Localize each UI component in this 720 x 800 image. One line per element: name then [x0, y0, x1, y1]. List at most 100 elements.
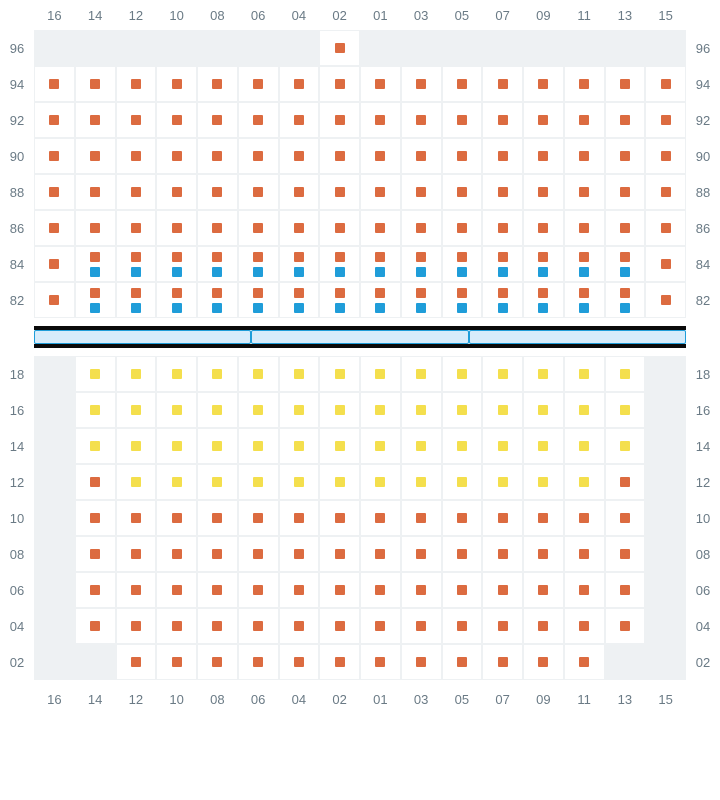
- seat-cell[interactable]: [482, 356, 523, 392]
- seat-cell[interactable]: [279, 174, 320, 210]
- seat-cell[interactable]: [75, 608, 116, 644]
- seat-cell[interactable]: [605, 356, 646, 392]
- seat-cell[interactable]: [605, 464, 646, 500]
- seat-cell[interactable]: [279, 210, 320, 246]
- seat-cell[interactable]: [360, 282, 401, 318]
- seat-cell[interactable]: [156, 608, 197, 644]
- seat-cell[interactable]: [564, 282, 605, 318]
- seat-cell[interactable]: [238, 392, 279, 428]
- seat-cell[interactable]: [564, 392, 605, 428]
- seat-cell[interactable]: [116, 282, 157, 318]
- seat-cell[interactable]: [564, 572, 605, 608]
- seat-cell[interactable]: [442, 138, 483, 174]
- seat-cell[interactable]: [238, 428, 279, 464]
- seat-cell[interactable]: [401, 644, 442, 680]
- seat-cell[interactable]: [564, 428, 605, 464]
- seat-cell[interactable]: [482, 500, 523, 536]
- seat-cell[interactable]: [34, 246, 75, 282]
- seat-cell[interactable]: [75, 138, 116, 174]
- seat-cell[interactable]: [482, 644, 523, 680]
- seat-cell[interactable]: [238, 572, 279, 608]
- seat-cell[interactable]: [360, 102, 401, 138]
- seat-cell[interactable]: [279, 572, 320, 608]
- seat-cell[interactable]: [75, 66, 116, 102]
- seat-cell[interactable]: [645, 282, 686, 318]
- seat-cell[interactable]: [523, 102, 564, 138]
- seat-cell[interactable]: [605, 536, 646, 572]
- seat-cell[interactable]: [34, 102, 75, 138]
- seat-cell[interactable]: [401, 102, 442, 138]
- seat-cell[interactable]: [360, 392, 401, 428]
- seat-cell[interactable]: [156, 174, 197, 210]
- seat-cell[interactable]: [401, 464, 442, 500]
- seat-cell[interactable]: [75, 246, 116, 282]
- seat-cell[interactable]: [75, 392, 116, 428]
- seat-cell[interactable]: [197, 282, 238, 318]
- seat-cell[interactable]: [156, 428, 197, 464]
- seat-cell[interactable]: [75, 102, 116, 138]
- seat-cell[interactable]: [116, 392, 157, 428]
- seat-cell[interactable]: [564, 102, 605, 138]
- seat-cell[interactable]: [605, 138, 646, 174]
- seat-cell[interactable]: [482, 66, 523, 102]
- seat-cell[interactable]: [523, 66, 564, 102]
- seat-cell[interactable]: [116, 66, 157, 102]
- seat-cell[interactable]: [523, 138, 564, 174]
- seat-cell[interactable]: [564, 464, 605, 500]
- seat-cell[interactable]: [238, 356, 279, 392]
- seat-cell[interactable]: [360, 500, 401, 536]
- seat-cell[interactable]: [645, 66, 686, 102]
- seat-cell[interactable]: [197, 174, 238, 210]
- seat-cell[interactable]: [605, 174, 646, 210]
- seat-cell[interactable]: [360, 644, 401, 680]
- seat-cell[interactable]: [401, 536, 442, 572]
- seat-cell[interactable]: [319, 644, 360, 680]
- seat-cell[interactable]: [482, 428, 523, 464]
- seat-cell[interactable]: [401, 210, 442, 246]
- seat-cell[interactable]: [482, 102, 523, 138]
- seat-cell[interactable]: [279, 428, 320, 464]
- seat-cell[interactable]: [279, 392, 320, 428]
- seat-cell[interactable]: [360, 464, 401, 500]
- seat-cell[interactable]: [116, 572, 157, 608]
- seat-cell[interactable]: [319, 464, 360, 500]
- seat-cell[interactable]: [360, 174, 401, 210]
- seat-cell[interactable]: [605, 572, 646, 608]
- seat-cell[interactable]: [156, 66, 197, 102]
- seat-cell[interactable]: [523, 392, 564, 428]
- seat-cell[interactable]: [442, 246, 483, 282]
- seat-cell[interactable]: [156, 572, 197, 608]
- seat-cell[interactable]: [279, 500, 320, 536]
- seat-cell[interactable]: [34, 174, 75, 210]
- seat-cell[interactable]: [156, 356, 197, 392]
- seat-cell[interactable]: [238, 536, 279, 572]
- seat-cell[interactable]: [564, 536, 605, 572]
- seat-cell[interactable]: [482, 392, 523, 428]
- seat-cell[interactable]: [197, 572, 238, 608]
- seat-cell[interactable]: [401, 246, 442, 282]
- seat-cell[interactable]: [238, 246, 279, 282]
- seat-cell[interactable]: [482, 282, 523, 318]
- seat-cell[interactable]: [75, 282, 116, 318]
- seat-cell[interactable]: [605, 210, 646, 246]
- seat-cell[interactable]: [197, 138, 238, 174]
- seat-cell[interactable]: [564, 500, 605, 536]
- seat-cell[interactable]: [442, 464, 483, 500]
- seat-cell[interactable]: [156, 536, 197, 572]
- seat-cell[interactable]: [116, 138, 157, 174]
- seat-cell[interactable]: [279, 608, 320, 644]
- seat-cell[interactable]: [197, 608, 238, 644]
- seat-cell[interactable]: [523, 644, 564, 680]
- seat-cell[interactable]: [523, 464, 564, 500]
- seat-cell[interactable]: [645, 138, 686, 174]
- seat-cell[interactable]: [605, 428, 646, 464]
- seat-cell[interactable]: [319, 536, 360, 572]
- seat-cell[interactable]: [401, 282, 442, 318]
- seat-cell[interactable]: [523, 356, 564, 392]
- seat-cell[interactable]: [482, 536, 523, 572]
- seat-cell[interactable]: [360, 572, 401, 608]
- seat-cell[interactable]: [279, 102, 320, 138]
- seat-cell[interactable]: [116, 500, 157, 536]
- seat-cell[interactable]: [523, 536, 564, 572]
- seat-cell[interactable]: [238, 138, 279, 174]
